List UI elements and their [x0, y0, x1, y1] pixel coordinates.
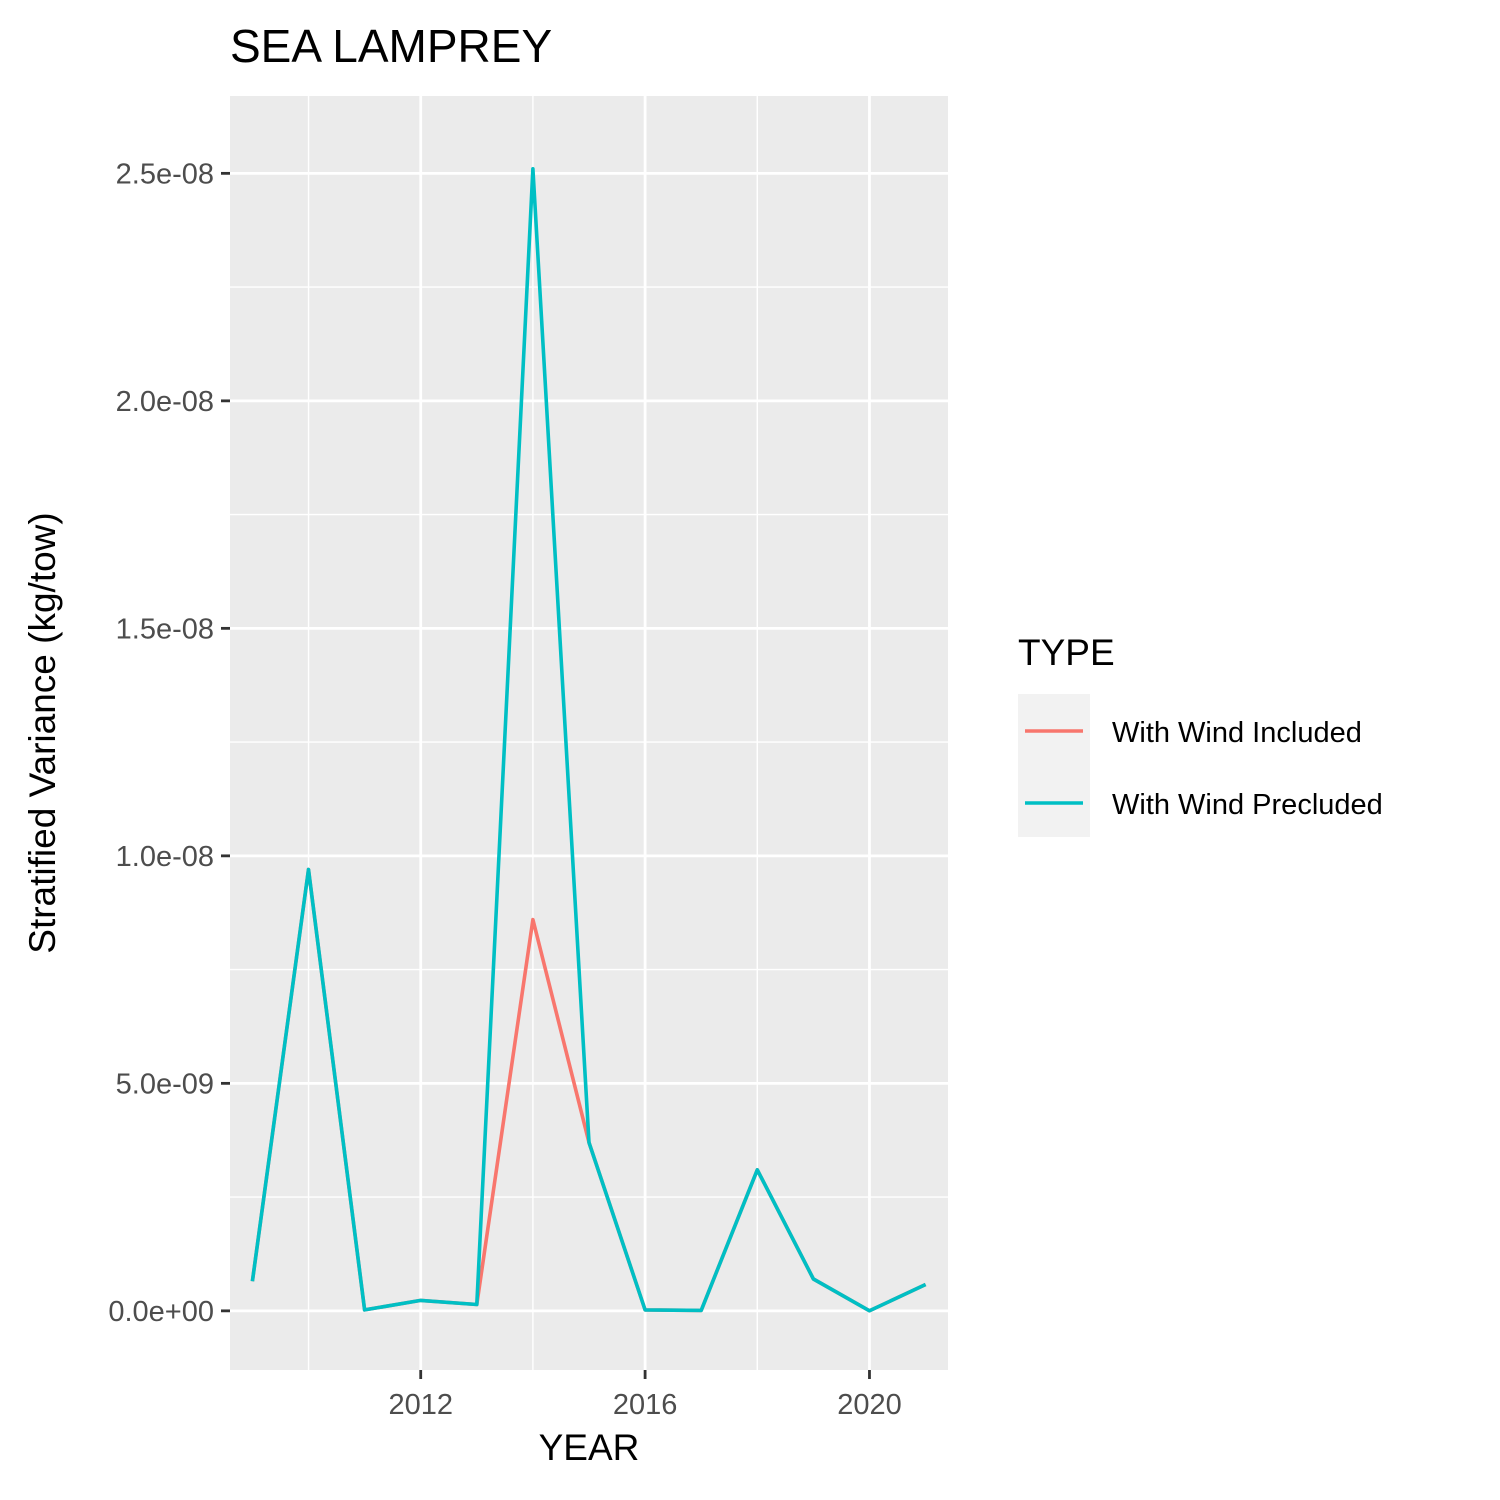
- legend: TYPE With Wind Included With Wind Preclud…: [1018, 632, 1383, 837]
- y-tick-label: 1.0e-08: [116, 841, 214, 873]
- series-line-2: [250, 167, 927, 1313]
- chart-title: SEA LAMPREY: [230, 20, 552, 72]
- legend-label-2: With Wind Precluded: [1112, 789, 1383, 821]
- y-tick-label: 1.5e-08: [116, 613, 214, 645]
- legend-items: With Wind Included With Wind Precluded: [1025, 717, 1383, 821]
- x-tick-label: 2020: [837, 1389, 902, 1421]
- y-tick-label: 2.5e-08: [116, 158, 214, 190]
- y-axis: 0.0e+00 5.0e-09 1.0e-08 1.5e-08 2.0e-08 2.5e-…: [108, 158, 230, 1328]
- y-tick-label: 5.0e-09: [116, 1068, 214, 1100]
- x-axis-title: YEAR: [539, 1427, 640, 1468]
- x-tick-label: 2012: [388, 1389, 453, 1421]
- x-tick-label: 2016: [613, 1389, 678, 1421]
- y-tick-label: 2.0e-08: [116, 386, 214, 418]
- legend-label-1: With Wind Included: [1112, 717, 1362, 749]
- legend-key-background: [1018, 694, 1090, 837]
- major-gridlines: [230, 96, 948, 1370]
- legend-title: TYPE: [1018, 632, 1115, 673]
- y-tick-label: 0.0e+00: [108, 1296, 214, 1328]
- x-axis: 2012 2016 2020: [388, 1370, 902, 1421]
- y-axis-title: Stratified Variance (kg/tow): [22, 512, 63, 953]
- series-lines: [250, 167, 927, 1313]
- plot-panel: [230, 96, 948, 1370]
